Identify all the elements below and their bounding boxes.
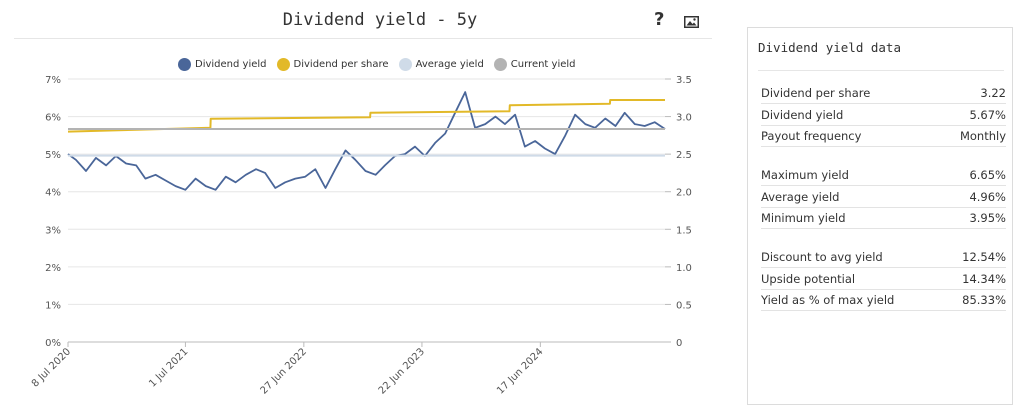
metric-value: Monthly — [959, 128, 1006, 143]
metric-value: 14.34% — [962, 271, 1006, 286]
metric-row-average-yield: Average yield 4.96% — [761, 186, 1006, 208]
legend-item-dividend-per-share[interactable]: Dividend per share — [276, 58, 389, 71]
y-right-tick-label: 1.5 — [676, 225, 692, 236]
metric-label: Yield as % of max yield — [761, 292, 895, 307]
legend-item-dividend-yield[interactable]: Dividend yield — [178, 58, 267, 71]
dividend-per-share-line — [67, 99, 665, 133]
y-left-tick-label: 3% — [45, 225, 61, 236]
legend-label: Average yield — [415, 59, 484, 70]
y-right-tick-label: 2.0 — [676, 188, 692, 199]
chart-title: Dividend yield - 5y — [282, 10, 478, 30]
panel-title-divider — [758, 70, 1004, 71]
metric-value: 3.95% — [969, 210, 1006, 225]
yield-chart: 0% 1% 2% 3% 4% 5% 6% 7% 0 0.5 1.0 1.5 2.0 2.5 3.0 3.5 8 … — [30, 75, 692, 397]
y-right-tick-label: 3.0 — [676, 113, 692, 124]
metric-label: Minimum yield — [761, 210, 846, 225]
y-right-tick-label: 0 — [676, 338, 682, 349]
legend-label: Dividend yield — [195, 59, 267, 70]
legend-item-current-yield[interactable]: Current yield — [493, 58, 576, 71]
legend-label: Dividend per share — [293, 59, 389, 70]
x-tick-label: 22 Jun 2023 — [377, 346, 427, 396]
metric-row-dividend-per-share: Dividend per share 3.22 — [761, 82, 1006, 104]
y-right-tick-label: 2.5 — [676, 150, 692, 161]
y-left-tick-label: 1% — [45, 300, 61, 311]
panel-title: Dividend yield data — [758, 40, 901, 55]
y-left-tick-label: 5% — [45, 150, 61, 161]
metric-row-maximum-yield: Maximum yield 6.65% — [761, 164, 1006, 186]
metric-label: Dividend per share — [761, 85, 871, 100]
y-right-tick-label: 3.5 — [676, 75, 692, 86]
metric-row-discount-to-avg-yield: Discount to avg yield 12.54% — [761, 246, 1006, 268]
metric-value: 3.22 — [980, 85, 1006, 100]
y-left-tick-label: 0% — [45, 338, 61, 349]
metric-row-minimum-yield: Minimum yield 3.95% — [761, 207, 1006, 229]
y-left-tick-label: 4% — [45, 188, 61, 199]
legend-item-average-yield[interactable]: Average yield — [398, 58, 484, 71]
metric-row-payout-frequency: Payout frequency Monthly — [761, 125, 1006, 147]
metric-row-upside-potential: Upside potential 14.34% — [761, 268, 1006, 290]
x-tick-label: 17 Jun 2024 — [495, 346, 545, 396]
y-left-tick-label: 6% — [45, 113, 61, 124]
x-tick-label: 8 Jul 2020 — [30, 346, 73, 389]
metric-row-yield-as-pct-of-max: Yield as % of max yield 85.33% — [761, 289, 1006, 311]
metric-label: Average yield — [761, 189, 840, 204]
metric-label: Upside potential — [761, 271, 856, 286]
metric-label: Payout frequency — [761, 128, 862, 143]
metric-value: 4.96% — [969, 189, 1006, 204]
y-left-tick-label: 2% — [45, 263, 61, 274]
metric-label: Maximum yield — [761, 167, 849, 182]
title-divider — [14, 38, 712, 39]
image-icon[interactable] — [684, 13, 699, 32]
metric-label: Discount to avg yield — [761, 249, 883, 264]
legend-swatch — [178, 58, 191, 71]
y-right-tick-label: 1.0 — [676, 263, 692, 274]
legend-swatch — [276, 58, 290, 71]
legend-label: Current yield — [510, 59, 576, 70]
question-mark-icon[interactable]: ? — [654, 9, 665, 30]
metric-label: Dividend yield — [761, 107, 844, 122]
legend-swatch — [398, 58, 412, 71]
metric-value: 85.33% — [962, 292, 1006, 307]
y-right-tick-label: 0.5 — [676, 300, 692, 311]
dividend-yield-line — [67, 91, 666, 191]
x-tick-label: 27 Jun 2022 — [259, 346, 309, 396]
legend-swatch — [493, 58, 507, 71]
metric-value: 5.67% — [969, 107, 1006, 122]
x-tick-label: 1 Jul 2021 — [147, 346, 190, 389]
metric-row-dividend-yield: Dividend yield 5.67% — [761, 104, 1006, 126]
metric-value: 12.54% — [962, 249, 1006, 264]
y-left-tick-label: 7% — [45, 75, 61, 86]
chart-legend: Dividend yield Dividend per share Averag… — [178, 58, 576, 71]
metric-value: 6.65% — [969, 167, 1006, 182]
dividend-yield-data-panel: Dividend yield data Dividend per share 3… — [747, 27, 1013, 405]
